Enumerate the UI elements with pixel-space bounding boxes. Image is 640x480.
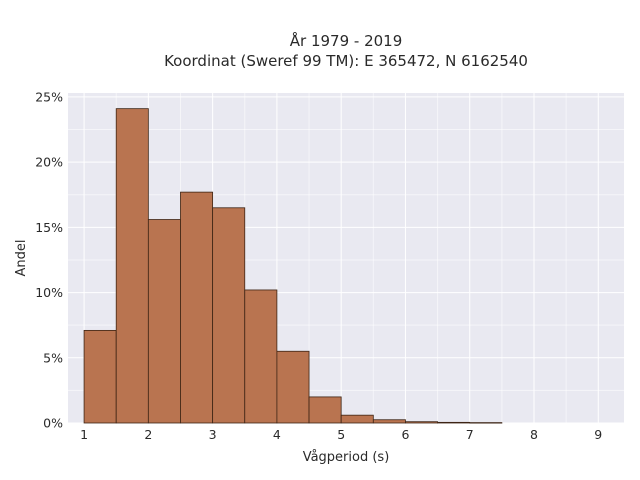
- y-axis-ticks: 0% 5% 10% 15% 20% 25%: [35, 89, 63, 430]
- x-axis-label: Vågperiod (s): [303, 450, 390, 465]
- x-axis-ticks: 1 2 3 4 5 6 7 8 9: [80, 427, 602, 442]
- y-tick-label: 0%: [43, 416, 63, 431]
- chart-subtitle: Koordinat (Sweref 99 TM): E 365472, N 61…: [164, 52, 528, 70]
- y-tick-label: 15%: [35, 220, 63, 235]
- histogram-bar: [437, 421, 471, 424]
- x-tick-label: 9: [594, 427, 602, 442]
- histogram-bar: [212, 207, 246, 424]
- y-tick-label: 5%: [43, 350, 63, 365]
- histogram-bar: [244, 289, 278, 424]
- y-axis-label: Andel: [14, 240, 29, 277]
- x-tick-label: 6: [401, 427, 409, 442]
- y-tick-label: 20%: [35, 155, 63, 170]
- x-tick-label: 4: [273, 427, 281, 442]
- histogram-bar: [180, 191, 214, 424]
- bars: [83, 108, 503, 424]
- histogram-bar: [115, 108, 149, 424]
- histogram-bar: [147, 219, 181, 424]
- x-tick-label: 5: [337, 427, 345, 442]
- histogram-bar: [83, 329, 117, 424]
- histogram-bar: [469, 422, 503, 424]
- y-tick-label: 25%: [35, 89, 63, 104]
- x-tick-label: 1: [80, 427, 88, 442]
- histogram-bar: [308, 396, 342, 424]
- histogram-bar: [405, 421, 438, 424]
- y-tick-label: 10%: [35, 285, 63, 300]
- x-tick-label: 2: [144, 427, 152, 442]
- histogram-bar: [340, 414, 374, 424]
- chart-title: År 1979 - 2019: [290, 31, 403, 50]
- x-tick-label: 3: [209, 427, 217, 442]
- x-tick-label: 8: [530, 427, 538, 442]
- histogram-bar: [372, 419, 406, 424]
- histogram-bar: [276, 350, 310, 424]
- x-tick-label: 7: [466, 427, 474, 442]
